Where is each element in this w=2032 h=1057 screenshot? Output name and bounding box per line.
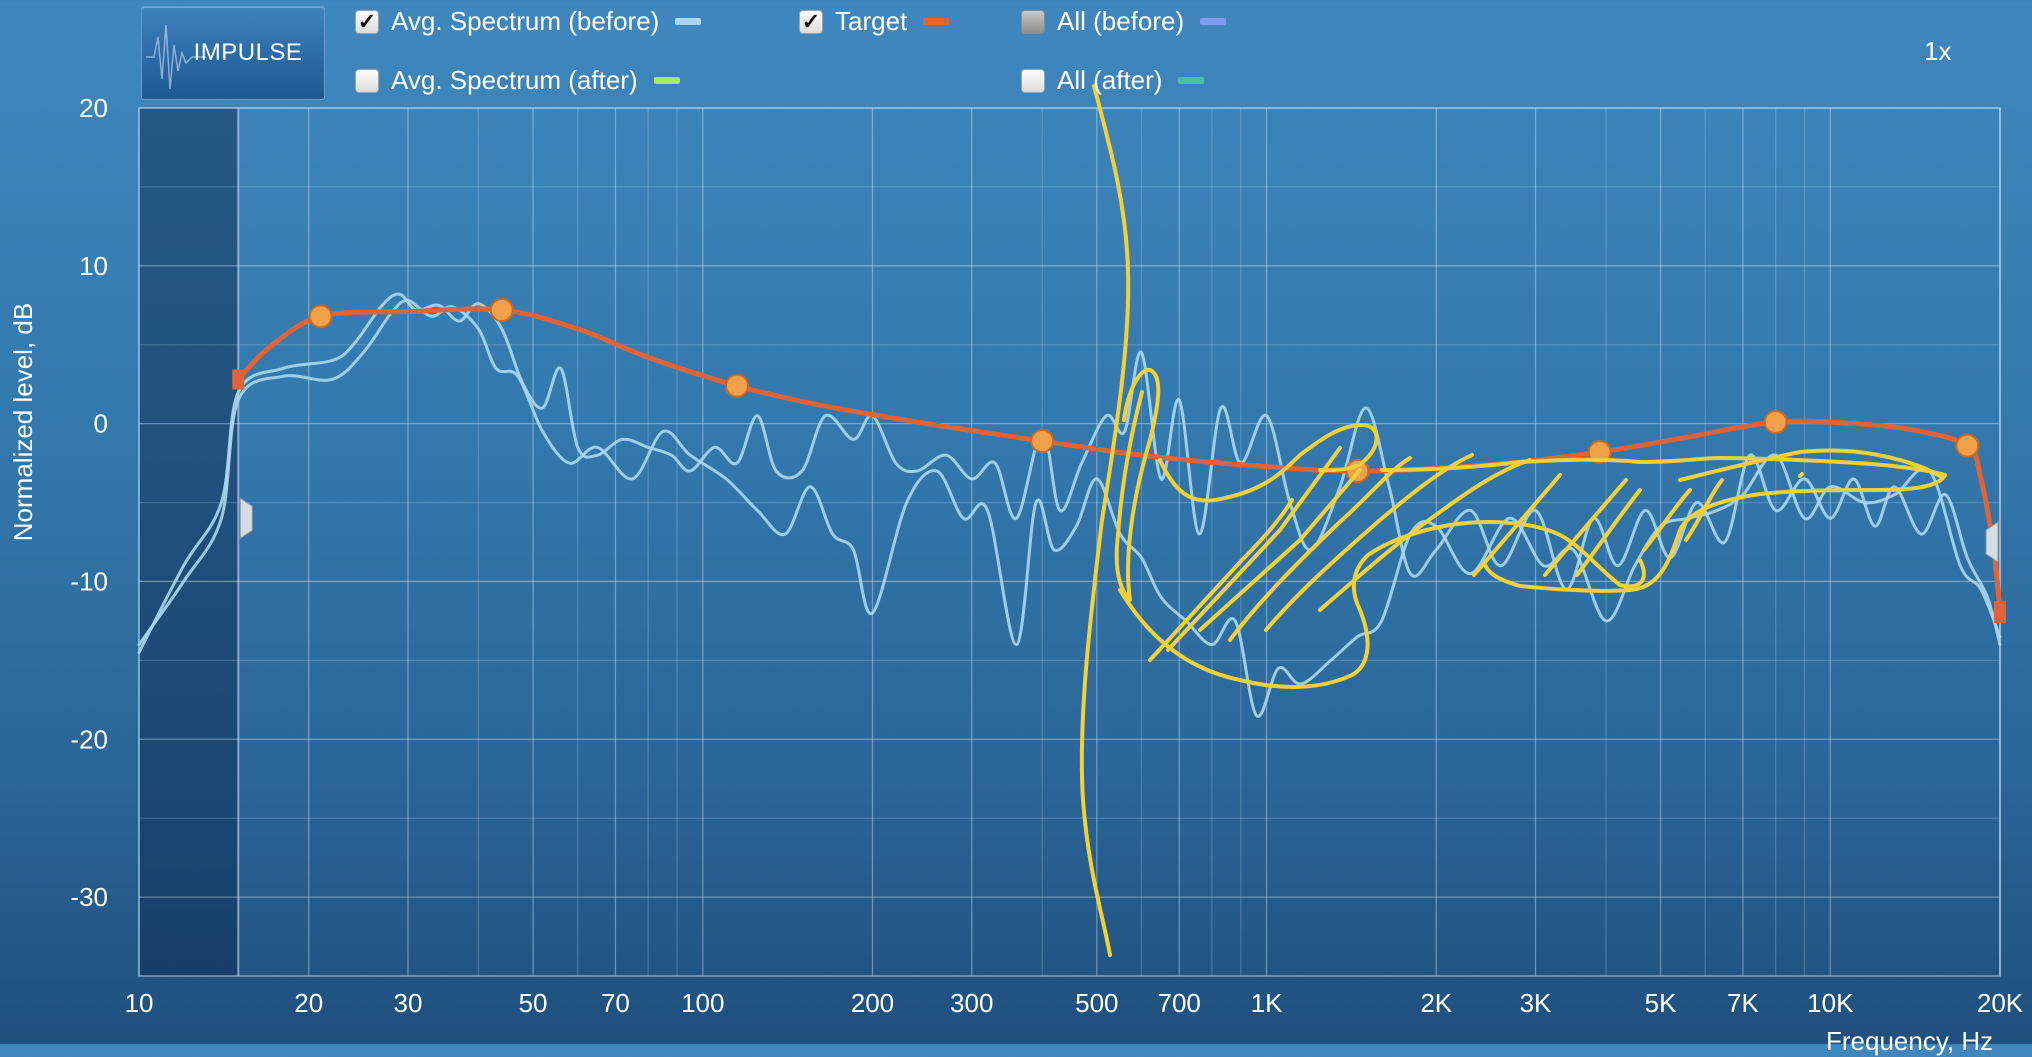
scribble-hatch-6 — [1318, 458, 1532, 612]
x-tick-label: 20K — [1977, 988, 2024, 1018]
plot-frame — [138, 107, 2001, 977]
legend-swatch — [653, 77, 680, 84]
checkbox-target[interactable]: ✓ — [799, 9, 823, 34]
scribble-hatch-7 — [1472, 473, 1562, 577]
scribble-hatch-2 — [1166, 446, 1342, 652]
scribble-loop-mid — [1158, 423, 1379, 503]
y-tick-label: 0 — [94, 409, 108, 439]
x-tick-label: 100 — [681, 988, 724, 1018]
x-tick-label: 300 — [950, 988, 993, 1018]
scribble-vertical-stroke — [1079, 84, 1131, 957]
zoom-level[interactable]: 1x — [1924, 36, 1952, 66]
x-tick-label: 5K — [1645, 988, 1677, 1018]
low-range-slider-grip[interactable] — [239, 497, 253, 540]
target-control-point[interactable] — [489, 298, 514, 323]
y-tick-label: -10 — [70, 566, 108, 596]
x-tick-label: 3K — [1520, 988, 1552, 1018]
x-tick-label: 1K — [1251, 988, 1283, 1018]
y-tick-labels: 20 10 0 -10 -20 -30 — [70, 93, 108, 912]
target-control-point[interactable] — [724, 373, 749, 398]
range-handles[interactable] — [232, 369, 2006, 624]
x-tick-label: 20 — [294, 988, 323, 1018]
scribble-loop-left — [1114, 367, 1161, 602]
scribble-top-right — [1678, 448, 1942, 482]
yellow-scribble-annotation — [1079, 84, 1947, 957]
scribble-hatch-9 — [1575, 488, 1642, 577]
checkbox-all-after[interactable] — [1021, 68, 1045, 93]
target-control-point[interactable] — [1955, 433, 1980, 458]
target-control-point[interactable] — [1030, 428, 1055, 453]
y-tick-label: 20 — [79, 93, 108, 123]
waveform-icon — [146, 24, 206, 90]
scribble-hatch-1 — [1148, 498, 1294, 662]
x-tick-label: 10K — [1807, 988, 1854, 1018]
legend-avg-spectrum-after[interactable]: Avg. Spectrum (after) — [355, 65, 680, 96]
legend-swatch — [923, 18, 950, 25]
x-tick-label: 70 — [601, 988, 630, 1018]
scribble-hatch-5 — [1264, 453, 1474, 632]
legend-label: Target — [835, 6, 908, 36]
high-range-slider-grip[interactable] — [1985, 521, 1999, 563]
x-tick-label: 50 — [519, 988, 548, 1018]
excluded-region-shade — [139, 108, 239, 976]
scribble-hatch-10 — [1642, 488, 1692, 552]
excluded-low-region — [139, 108, 240, 976]
scribble-right-outline — [1380, 456, 1947, 593]
checkbox-avg-spectrum-before[interactable]: ✓ — [355, 9, 379, 34]
checkbox-all-before[interactable] — [1021, 9, 1045, 34]
scribble-hatch-3 — [1198, 468, 1362, 632]
y-tick-label: -30 — [70, 882, 108, 912]
target-control-point[interactable] — [308, 304, 333, 329]
grid — [138, 107, 2001, 977]
y-axis-label: Normalized level, dB — [8, 303, 38, 541]
target-control-point[interactable] — [1763, 410, 1788, 435]
scribble-blob-outline — [1118, 520, 1646, 689]
impulse-label: IMPULSE — [193, 39, 303, 66]
y-tick-label: -20 — [70, 724, 108, 754]
avg-spectrum-before-curve — [137, 298, 2002, 718]
x-tick-label: 700 — [1158, 988, 1201, 1018]
scribble-dot — [1798, 472, 1804, 478]
scribble-hatch-4 — [1228, 456, 1412, 642]
x-tick-label: 7K — [1727, 988, 1759, 1018]
legend-label: Avg. Spectrum (after) — [391, 65, 638, 95]
legend-avg-spectrum-before[interactable]: ✓ Avg. Spectrum (before) — [355, 6, 702, 37]
x-tick-label: 10 — [125, 988, 154, 1018]
x-tick-label: 200 — [851, 988, 894, 1018]
x-tick-label: 500 — [1075, 988, 1118, 1018]
x-tick-labels: 10 20 30 50 70 100 200 300 500 700 1K 2K 3K 5K 7K 10K 20… — [125, 988, 2024, 1018]
low-cut-handle[interactable] — [232, 369, 245, 390]
checkbox-avg-spectrum-after[interactable] — [355, 68, 379, 93]
legend-swatch — [1178, 77, 1205, 84]
legend-swatch — [1200, 18, 1227, 25]
target-control-point[interactable] — [1587, 440, 1612, 465]
legend-all-before[interactable]: All (before) — [1021, 6, 1227, 37]
legend-target[interactable]: ✓ Target — [799, 6, 950, 37]
legend-label: All (after) — [1057, 65, 1163, 95]
x-tick-label: 30 — [394, 988, 423, 1018]
series-layer — [137, 292, 2003, 718]
x-axis-label: Frequency, Hz — [1826, 1026, 1994, 1056]
target-points[interactable] — [308, 298, 1980, 483]
legend-label: All (before) — [1057, 6, 1185, 36]
impulse-button[interactable]: IMPULSE — [141, 6, 325, 100]
y-tick-label: 10 — [79, 251, 108, 281]
x-tick-label: 2K — [1420, 988, 1452, 1018]
legend-label: Avg. Spectrum (before) — [391, 6, 660, 36]
legend-swatch — [675, 18, 702, 25]
scribble-hatch-8 — [1543, 478, 1628, 577]
avg-spectrum-before-curve — [137, 292, 2002, 654]
legend-all-after[interactable]: All (after) — [1021, 65, 1205, 96]
high-cut-handle[interactable] — [1994, 601, 2006, 624]
